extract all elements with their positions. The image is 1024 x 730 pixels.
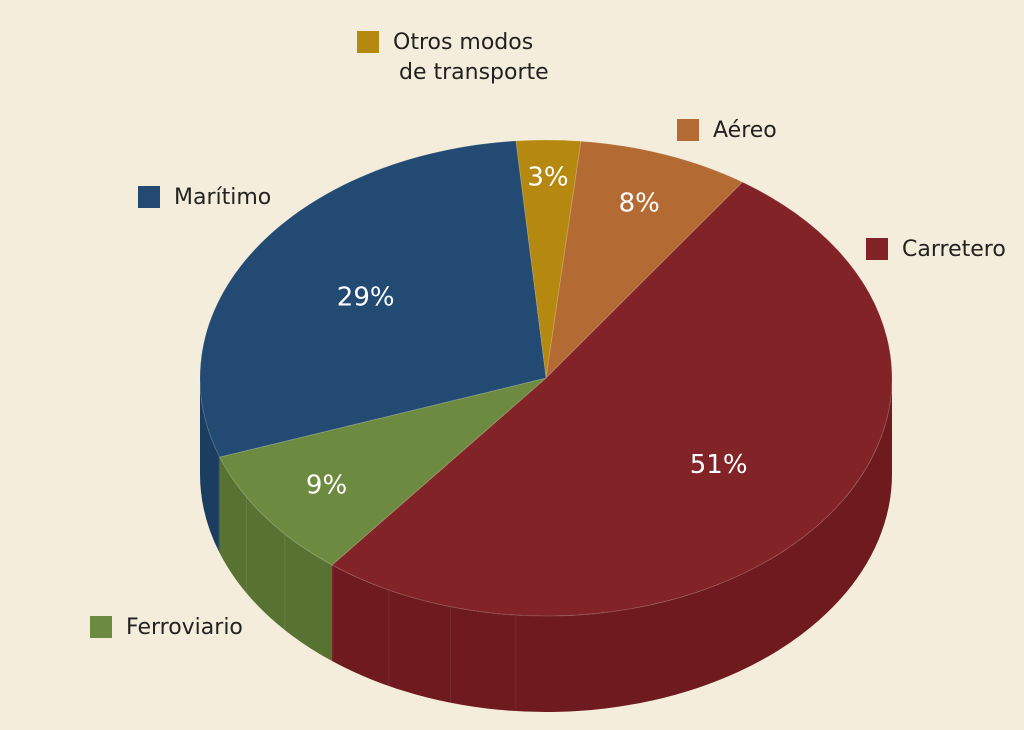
pie-slice-otros-modos-de-transporte	[515, 139, 582, 379]
pie-slice-carretero	[331, 181, 893, 617]
legend-swatch-maritimo	[138, 186, 160, 208]
pie-percent-label-aereo: 8%	[619, 188, 660, 218]
pie-side-carretero	[332, 378, 892, 713]
legend-item-aereo: Aéreo	[677, 118, 777, 143]
legend-swatch-ferroviario	[90, 616, 112, 638]
pie-percent-labels: 3% 8% 51% 9% 29%	[306, 163, 748, 501]
legend-label-maritimo: Marítimo	[174, 185, 271, 210]
pie-percent-label-carretero: 51%	[690, 450, 748, 480]
legend-label-otros-modos-de-transporte-line-2: de transporte	[399, 60, 549, 85]
legend-swatch-carretero	[866, 238, 888, 260]
pie-side-ferroviario	[219, 457, 333, 662]
legend-swatch-aereo	[677, 119, 699, 141]
pie-slice-ferroviario	[218, 377, 547, 566]
legend-label-ferroviario: Ferroviario	[126, 615, 243, 640]
pie-percent-label-ferroviario: 9%	[306, 471, 347, 501]
pie-slice-maritimo	[199, 140, 547, 458]
legend-swatch-otros-modos-de-transporte	[357, 31, 379, 53]
pie-side-maritimo	[200, 378, 220, 554]
pie-sides	[200, 378, 892, 713]
pie-slices	[199, 139, 893, 617]
legend-item-ferroviario: Ferroviario	[90, 615, 243, 640]
pie-legend: Otros modos de transporte Aéreo Carretero Fe…	[90, 30, 1006, 640]
legend-label-aereo: Aéreo	[713, 118, 777, 143]
legend-item-maritimo: Marítimo	[138, 185, 271, 210]
pie-percent-label-maritimo: 29%	[337, 283, 395, 313]
legend-label-carretero: Carretero	[902, 237, 1006, 262]
legend-item-otros-modos-de-transporte: Otros modos de transporte	[357, 30, 549, 85]
pie-slice-aereo	[545, 140, 744, 380]
pie-percent-label-otros-modos-de-transporte: 3%	[527, 163, 568, 193]
legend-label-otros-modos-de-transporte: Otros modos	[393, 30, 533, 55]
legend-item-carretero: Carretero	[866, 237, 1006, 262]
